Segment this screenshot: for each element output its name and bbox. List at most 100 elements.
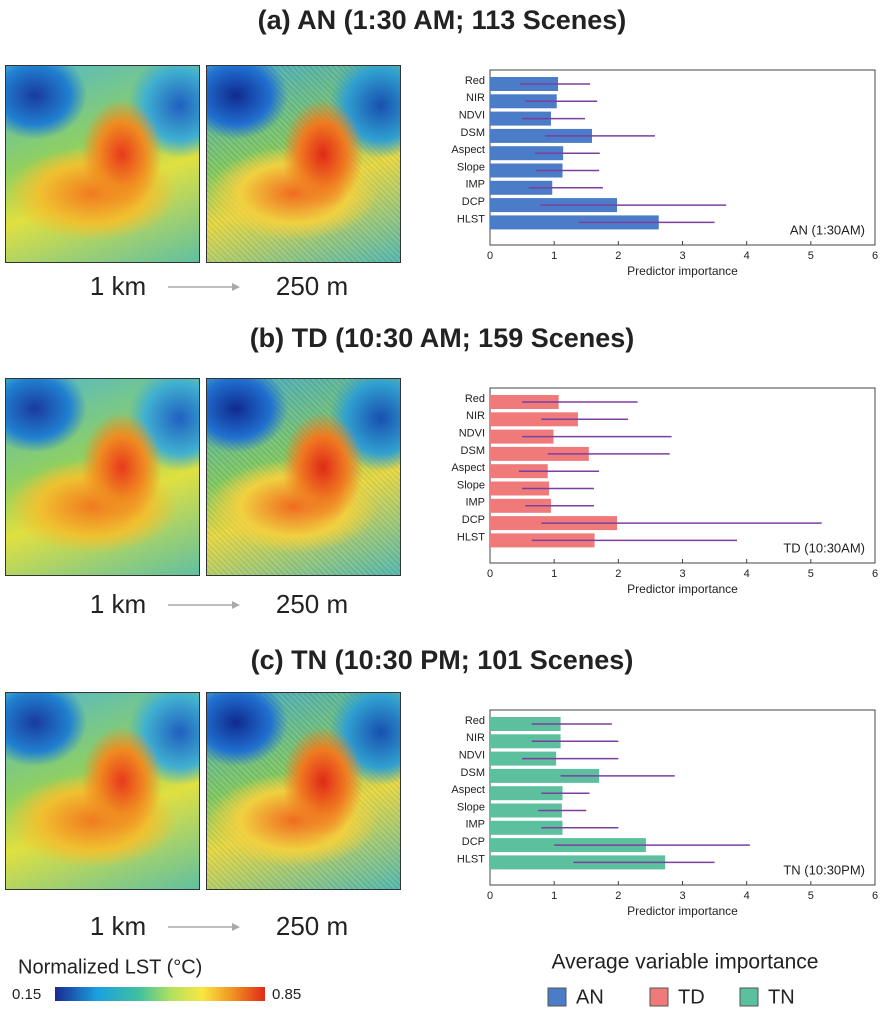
- y-tick-label: Aspect: [451, 462, 485, 474]
- annotation: TN (10:30PM): [783, 862, 865, 877]
- y-tick-label: HLST: [457, 853, 485, 865]
- y-tick-label: Slope: [457, 161, 485, 173]
- x-tick-label: 1: [551, 890, 557, 902]
- x-axis-label: Predictor importance: [627, 904, 738, 918]
- y-tick-label: DCP: [462, 514, 485, 526]
- arrow-head: [232, 601, 240, 609]
- bar: [490, 734, 561, 749]
- y-tick-label: NDVI: [459, 428, 485, 440]
- y-tick-label: IMP: [465, 497, 485, 509]
- legend-title: Average variable importance: [552, 951, 819, 974]
- x-axis-label: Predictor importance: [627, 264, 738, 278]
- y-tick-label: DCP: [462, 196, 485, 208]
- bar: [490, 768, 600, 783]
- y-tick-label: Red: [465, 715, 485, 727]
- bar: [490, 786, 563, 801]
- y-tick-label: DSM: [461, 445, 485, 457]
- resolution-label: 1 km: [90, 589, 146, 619]
- y-tick-label: NDVI: [459, 110, 485, 122]
- colorbar-min: 0.15: [12, 986, 41, 1003]
- bar: [490, 481, 550, 496]
- panel-title: (b) TD (10:30 AM; 159 Scenes): [250, 323, 635, 353]
- resolution-label: 1 km: [90, 271, 146, 301]
- y-tick-label: IMP: [465, 179, 485, 191]
- y-tick-label: NDVI: [459, 750, 485, 762]
- y-tick-label: Aspect: [451, 784, 485, 796]
- bar: [490, 163, 563, 178]
- bar: [490, 498, 551, 513]
- x-tick-label: 5: [808, 250, 814, 262]
- y-tick-label: Slope: [457, 479, 485, 491]
- lst-map-250m: [206, 378, 401, 576]
- y-tick-label: Red: [465, 75, 485, 87]
- x-tick-label: 0: [487, 568, 493, 580]
- x-tick-label: 3: [679, 250, 685, 262]
- x-tick-label: 3: [679, 890, 685, 902]
- legend-swatch: [649, 987, 669, 1007]
- x-tick-label: 4: [744, 890, 750, 902]
- arrow-head: [232, 283, 240, 291]
- y-tick-label: HLST: [457, 531, 485, 543]
- panel-title: (c) TN (10:30 PM; 101 Scenes): [251, 645, 634, 675]
- x-tick-label: 2: [615, 250, 621, 262]
- bar: [490, 146, 564, 161]
- x-axis-label: Predictor importance: [627, 582, 738, 596]
- x-tick-label: 6: [872, 890, 878, 902]
- bar: [490, 215, 659, 230]
- y-tick-label: NIR: [466, 92, 485, 104]
- lst-map-250m: [206, 692, 401, 890]
- legend-label: TD: [678, 986, 705, 1008]
- bar: [490, 717, 561, 731]
- colorbar: [55, 987, 265, 1001]
- x-tick-label: 4: [744, 250, 750, 262]
- y-tick-label: HLST: [457, 213, 485, 225]
- resolution-label: 250 m: [276, 589, 348, 619]
- x-tick-label: 6: [872, 568, 878, 580]
- resolution-label: 1 km: [90, 911, 146, 941]
- annotation: TD (10:30AM): [783, 540, 865, 555]
- lst-map-1km: [5, 692, 200, 890]
- x-tick-label: 1: [551, 568, 557, 580]
- arrow-head: [232, 923, 240, 931]
- y-tick-label: Slope: [457, 801, 485, 813]
- bar: [490, 820, 563, 835]
- y-tick-label: IMP: [465, 819, 485, 831]
- x-tick-label: 0: [487, 250, 493, 262]
- legend-swatch: [739, 987, 759, 1007]
- x-tick-label: 1: [551, 250, 557, 262]
- x-tick-label: 5: [808, 568, 814, 580]
- resolution-label: 250 m: [276, 911, 348, 941]
- legend-label: TN: [768, 986, 795, 1008]
- x-tick-label: 2: [615, 890, 621, 902]
- colorbar-label: Normalized LST (°C): [18, 956, 202, 978]
- y-tick-label: NIR: [466, 410, 485, 422]
- bar: [490, 803, 562, 818]
- x-tick-label: 6: [872, 250, 878, 262]
- bar: [490, 180, 553, 195]
- y-tick-label: DCP: [462, 836, 485, 848]
- legend-swatch: [547, 987, 567, 1007]
- x-tick-label: 0: [487, 890, 493, 902]
- annotation: AN (1:30AM): [790, 222, 865, 237]
- legend-label: AN: [576, 986, 604, 1008]
- bar: [490, 111, 551, 126]
- y-tick-label: Red: [465, 393, 485, 405]
- bar: [490, 429, 554, 444]
- y-tick-label: Aspect: [451, 144, 485, 156]
- lst-map-1km: [5, 65, 200, 263]
- x-tick-label: 5: [808, 890, 814, 902]
- y-tick-label: NIR: [466, 732, 485, 744]
- panel-title: (a) AN (1:30 AM; 113 Scenes): [258, 5, 627, 35]
- resolution-label: 250 m: [276, 271, 348, 301]
- x-tick-label: 3: [679, 568, 685, 580]
- lst-map-250m: [206, 65, 401, 263]
- lst-map-1km: [5, 378, 200, 576]
- y-tick-label: DSM: [461, 127, 485, 139]
- x-tick-label: 4: [744, 568, 750, 580]
- bar: [490, 128, 593, 143]
- x-tick-label: 2: [615, 568, 621, 580]
- bar: [490, 446, 589, 461]
- bar: [490, 412, 578, 427]
